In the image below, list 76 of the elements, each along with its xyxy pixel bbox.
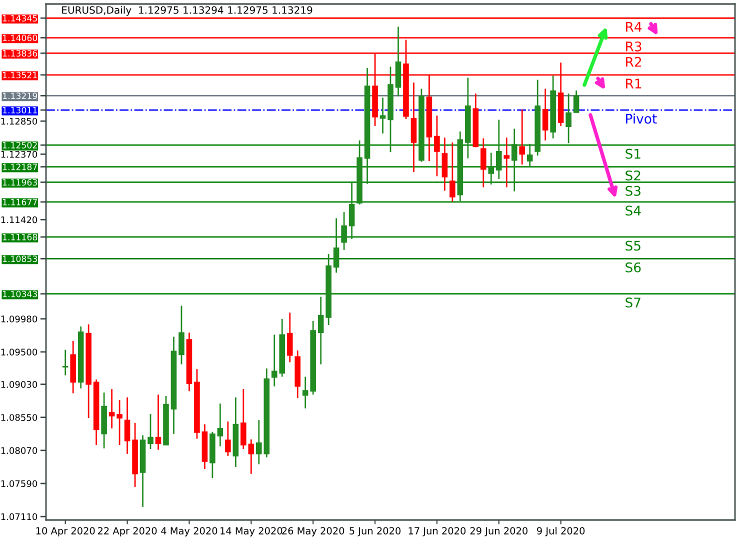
ref-line-label: Pivot xyxy=(626,113,657,124)
candlestick xyxy=(566,92,572,144)
y-tick-label: 1.09500 xyxy=(1,348,38,356)
y-tick-label: 1.11168 xyxy=(3,234,38,240)
y-tick-label: 1.12187 xyxy=(3,164,37,170)
candlestick xyxy=(511,128,518,192)
y-tick-label: 1.11963 xyxy=(3,179,37,186)
ref-line-label: R4 xyxy=(626,22,642,32)
y-tick-label: 1.07110 xyxy=(1,513,38,520)
y-tick-label: 1.08550 xyxy=(1,414,38,421)
candlestick xyxy=(496,119,502,180)
y-tick-label: 1.10853 xyxy=(3,256,37,262)
x-tick-label: 14 May 2020 xyxy=(220,527,282,536)
ref-line-label: S1 xyxy=(626,148,640,159)
y-tick-label: 1.09030 xyxy=(1,381,38,388)
y-tick-label: 1.13011 xyxy=(3,106,37,114)
y-tick-label: 1.12502 xyxy=(3,142,37,148)
x-tick-label: 17 Jun 2020 xyxy=(408,527,466,536)
ref-line-label: R3 xyxy=(626,41,642,52)
ref-line-label: S4 xyxy=(626,206,641,216)
candlestick xyxy=(318,296,324,365)
y-tick-label: 1.13521 xyxy=(3,72,37,78)
candlestick xyxy=(333,218,340,274)
y-tick-label: 1.11677 xyxy=(3,198,37,206)
candlestick xyxy=(504,136,510,188)
candlestick xyxy=(380,97,386,134)
candlestick xyxy=(542,88,548,142)
candlestick xyxy=(341,211,347,251)
y-tick-label: 1.13836 xyxy=(3,50,38,57)
candlestick xyxy=(240,388,246,450)
y-tick-label: 1.14060 xyxy=(3,34,38,42)
candlestick xyxy=(155,394,162,450)
ref-line-label: S6 xyxy=(626,262,641,272)
x-tick-label: 10 Apr 2020 xyxy=(36,527,95,536)
x-tick-label: 5 Jun 2020 xyxy=(350,527,401,536)
ref-line-label: S5 xyxy=(626,240,640,251)
candlestick xyxy=(248,438,254,475)
candlestick xyxy=(434,114,440,177)
ref-line-label: S3 xyxy=(626,186,640,196)
x-tick-label: 22 Apr 2020 xyxy=(98,527,157,536)
ref-line-label: S2 xyxy=(626,170,640,180)
x-tick-label: 29 Jun 2020 xyxy=(470,527,528,536)
candlestick xyxy=(62,349,68,376)
candlestick xyxy=(526,143,533,168)
candlestick xyxy=(108,388,115,430)
y-tick-label: 1.14345 xyxy=(3,15,37,22)
x-tick-label: 9 Jul 2020 xyxy=(537,526,585,536)
candlestick xyxy=(302,376,308,410)
candlestick xyxy=(178,305,184,365)
y-tick-label: 1.07590 xyxy=(1,480,38,488)
y-tick-label: 1.08070 xyxy=(1,447,38,454)
y-tick-label: 1.12370 xyxy=(1,150,38,158)
candlestick xyxy=(217,402,224,447)
y-tick-label: 1.11420 xyxy=(1,216,38,224)
ref-line-label: R1 xyxy=(626,78,642,88)
candlestick xyxy=(348,182,355,240)
x-tick-label: 4 May 2020 xyxy=(161,527,218,536)
candlestick xyxy=(116,399,122,446)
candlestick xyxy=(225,420,231,457)
chart-title: EURUSD,Daily 1.12975 1.13294 1.12975 1.13219 xyxy=(62,6,312,16)
y-tick-label: 1.10343 xyxy=(3,290,37,298)
candlestick xyxy=(573,90,580,114)
y-tick-label: 1.09980 xyxy=(1,316,38,322)
candlestick xyxy=(286,312,293,363)
ref-line-label: S7 xyxy=(626,298,640,308)
x-tick-label: 26 May 2020 xyxy=(282,527,344,536)
candlestick xyxy=(450,142,456,202)
candlestick xyxy=(148,413,154,450)
candlestick xyxy=(124,396,130,455)
candlestick xyxy=(480,138,486,188)
ref-line-label: R2 xyxy=(626,56,641,67)
y-tick-label: 1.13219 xyxy=(3,92,38,100)
candlestick xyxy=(488,152,494,186)
candlestick xyxy=(442,136,448,192)
candlestick xyxy=(519,108,526,166)
y-tick-label: 1.12850 xyxy=(1,118,38,125)
